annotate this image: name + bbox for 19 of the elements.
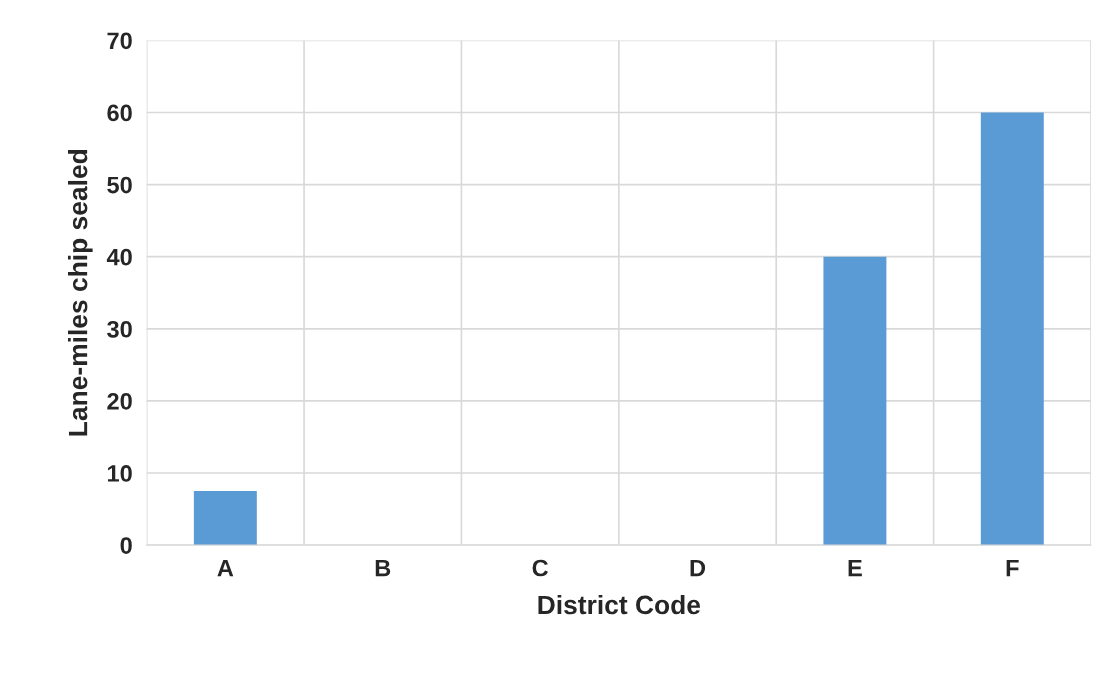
y-tick-label: 70 [107,32,132,50]
y-tick-label: 10 [107,465,132,482]
x-tick-label: D [690,559,706,577]
bar [193,491,257,546]
bar [823,256,887,546]
y-tick-label: 20 [107,392,132,410]
y-axis-title: Lane-miles chip sealed [68,150,93,436]
bar [980,112,1044,546]
y-tick-label: 60 [107,104,132,122]
x-tick-label: B [375,559,391,577]
y-tick-label: 30 [107,320,132,338]
x-axis-title: District Code [538,594,701,615]
y-tick-label: 40 [106,248,132,266]
y-tick-label: 50 [107,176,132,194]
x-tick-label: F [1006,559,1019,577]
x-tick-label: A [217,559,234,577]
x-tick-label: C [532,559,549,577]
y-tick-label: 0 [120,537,132,554]
x-tick-label: E [848,559,862,577]
